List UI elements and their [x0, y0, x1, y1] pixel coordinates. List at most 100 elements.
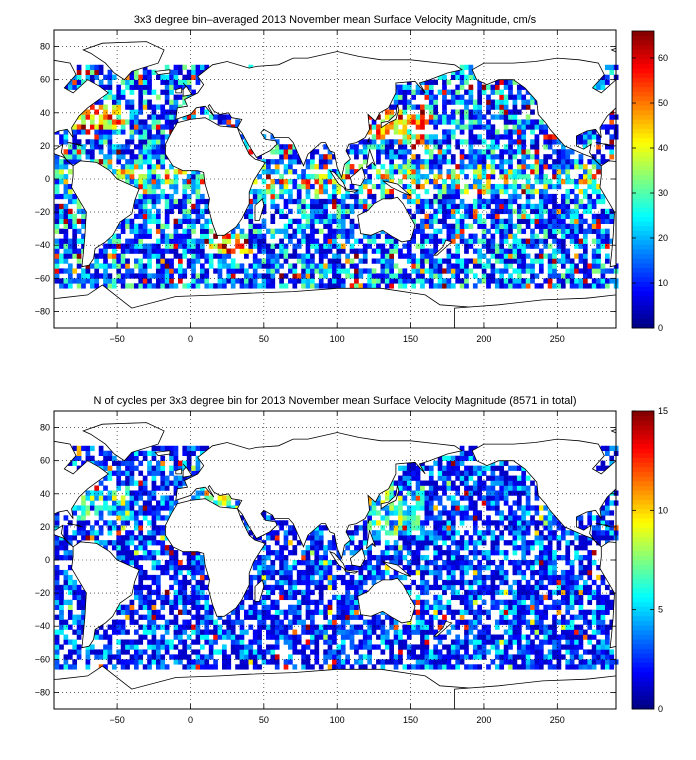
bin-cell [81, 495, 86, 501]
bin-cell [160, 253, 166, 259]
bin-cell [437, 188, 443, 195]
bin-cell [415, 164, 421, 170]
bin-cell [257, 654, 262, 660]
bin-cell [345, 238, 350, 244]
bin-cell [367, 550, 372, 556]
bin-cell [111, 460, 117, 466]
bin-cell [217, 258, 223, 264]
bin-cell [336, 609, 342, 615]
bin-cell [415, 114, 421, 120]
bin-cell [406, 243, 412, 249]
bin-cell [371, 510, 377, 516]
bin-cell [195, 555, 201, 561]
bin-cell [314, 248, 320, 254]
bin-cell [283, 179, 289, 185]
bin-cell [327, 258, 333, 264]
bin-cell [411, 470, 416, 476]
bin-cell [477, 139, 483, 145]
bin-cell [147, 530, 152, 536]
bin-cell [314, 584, 320, 591]
bin-cell [63, 659, 69, 665]
bin-cell [327, 609, 333, 615]
bin-cell [437, 119, 443, 125]
bin-cell [239, 629, 245, 635]
bin-cell [384, 139, 390, 145]
bin-cell [76, 203, 82, 210]
bin-cell [274, 535, 280, 541]
bin-cell [398, 253, 403, 259]
bin-cell [512, 114, 518, 120]
bin-cell [274, 569, 280, 576]
bin-cell [420, 104, 425, 110]
bin-cell [160, 470, 166, 476]
bin-cell [512, 248, 518, 254]
bin-cell [266, 624, 271, 630]
bin-cell [437, 139, 443, 145]
bin-cell [402, 169, 408, 175]
bin-cell [142, 599, 148, 605]
bin-cell [380, 659, 386, 665]
bin-cell [292, 664, 298, 670]
bin-cell [349, 579, 355, 586]
bin-cell [446, 174, 452, 180]
bin-cell [59, 584, 64, 591]
bin-cell [393, 629, 399, 635]
bin-cell [279, 564, 284, 571]
bin-cell [147, 589, 152, 596]
bin-cell [200, 555, 205, 561]
bin-cell [217, 268, 223, 274]
bin-cell [222, 248, 227, 254]
bin-cell [94, 654, 100, 660]
continent-outline [454, 294, 616, 328]
bin-cell [120, 604, 126, 610]
bin-cell [173, 223, 179, 229]
bin-cell [173, 104, 179, 110]
bin-cell [376, 159, 381, 165]
bin-cell [155, 654, 161, 660]
bin-cell [349, 535, 355, 541]
bin-cell [129, 74, 135, 80]
bin-cell [133, 465, 139, 471]
bin-cell [107, 450, 113, 456]
bin-cell [464, 283, 469, 289]
bin-cell [235, 233, 240, 239]
bin-cell [530, 203, 535, 210]
bin-cell [314, 540, 320, 546]
bin-cell [543, 218, 549, 224]
bin-cell [195, 179, 201, 185]
bin-cell [499, 149, 505, 155]
bin-cell [472, 114, 478, 120]
bin-cell [538, 129, 544, 135]
bin-cell [270, 179, 276, 185]
bin-cell [486, 179, 491, 185]
bin-cell [142, 183, 148, 190]
bin-cell [547, 144, 553, 150]
bin-cell [177, 203, 183, 210]
bin-cell [160, 238, 166, 244]
bin-cell [323, 569, 328, 576]
bin-cell [169, 124, 174, 130]
bin-cell [81, 129, 86, 135]
bin-cell [89, 455, 95, 461]
bin-cell [318, 268, 324, 274]
bin-cell [398, 84, 403, 90]
bin-cell [169, 89, 174, 95]
bin-cell [173, 624, 179, 630]
bin-cell [274, 599, 280, 605]
bin-cell [332, 278, 337, 284]
bin-cell [125, 530, 130, 536]
bin-cell [107, 505, 113, 511]
bin-cell [446, 263, 452, 269]
bin-cell [472, 119, 478, 125]
bin-cell [222, 253, 227, 259]
bin-cell [296, 579, 302, 586]
continent-outline [471, 57, 616, 167]
bin-cell [538, 179, 544, 185]
bin-cell [200, 278, 205, 284]
bin-cell [490, 213, 496, 220]
bin-cell [173, 564, 179, 571]
bin-cell [327, 233, 333, 239]
bin-cell [604, 243, 610, 249]
bin-cell [459, 139, 465, 145]
bin-cell [569, 213, 575, 220]
